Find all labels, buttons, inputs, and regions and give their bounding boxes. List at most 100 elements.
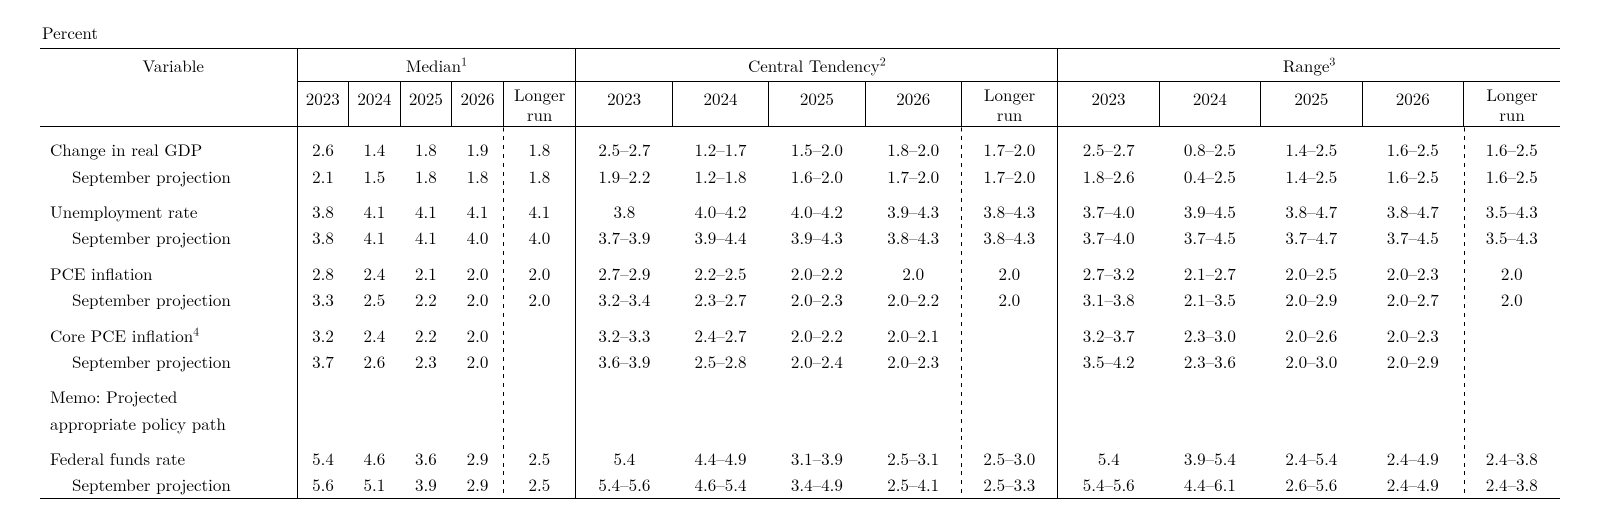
table-cell [1464, 383, 1561, 409]
table-cell: 2.5–3.0 [961, 445, 1057, 471]
table-cell: 2.3–3.6 [1159, 348, 1260, 374]
table-cell [503, 322, 576, 348]
row-label-prev: September projection [40, 286, 297, 312]
table-cell: 5.1 [349, 471, 401, 498]
row-label-prev: September projection [40, 163, 297, 189]
table-row: September projection3.32.52.22.02.03.2–3… [40, 286, 1560, 312]
table-cell [1261, 383, 1362, 409]
col-year: 2026 [1362, 82, 1463, 127]
group-label: Range [1283, 53, 1330, 77]
stub-header: Variable [40, 49, 297, 127]
table-cell: 2.2–2.5 [672, 260, 768, 286]
col-year: 2025 [1261, 82, 1362, 127]
row-gap [40, 313, 1560, 322]
row-gap [40, 436, 1560, 445]
table-cell: 2.0–2.5 [1261, 260, 1362, 286]
table-row: September projection3.72.62.32.03.6–3.92… [40, 348, 1560, 374]
longer-run-l2: run [527, 102, 553, 126]
table-cell: 2.0 [961, 286, 1057, 312]
table-cell: 3.5–4.2 [1058, 348, 1159, 374]
table-cell: 2.5–4.1 [865, 471, 961, 498]
table-cell: 2.6 [349, 348, 401, 374]
table-cell: 1.4–2.5 [1261, 163, 1362, 189]
table-cell: 2.5–2.7 [1058, 136, 1159, 162]
table-row: Federal funds rate5.44.63.62.92.55.44.4–… [40, 445, 1560, 471]
table-cell [1058, 410, 1159, 436]
table-cell: 1.9 [452, 136, 504, 162]
table-cell: 1.8 [503, 136, 576, 162]
table-cell: 2.4–5.4 [1261, 445, 1362, 471]
table-cell: 2.4–3.8 [1464, 445, 1561, 471]
table-cell: 2.0–2.3 [769, 286, 865, 312]
row-gap [40, 127, 1560, 137]
table-cell: 2.5–3.3 [961, 471, 1057, 498]
table-row: PCE inflation2.82.42.12.02.02.7–2.92.2–2… [40, 260, 1560, 286]
table-cell: 2.0 [452, 286, 504, 312]
footnote-ref: 1 [461, 53, 467, 69]
table-cell: 3.2–3.7 [1058, 322, 1159, 348]
table-cell [1159, 410, 1260, 436]
table-cell: 2.5–3.1 [865, 445, 961, 471]
table-cell: 2.5 [503, 471, 576, 498]
table-cell: 4.1 [400, 198, 452, 224]
row-label: Core PCE inflation4 [40, 322, 297, 348]
table-cell: 2.2 [400, 322, 452, 348]
table-cell: 3.7 [297, 348, 349, 374]
table-cell: 3.8 [297, 198, 349, 224]
table-row: Unemployment rate3.84.14.14.14.13.84.0–4… [40, 198, 1560, 224]
table-cell: 2.5–2.7 [576, 136, 672, 162]
table-cell: 3.3 [297, 286, 349, 312]
table-cell: 2.0–2.9 [1362, 348, 1463, 374]
table-row: September projection5.65.13.92.92.55.4–5… [40, 471, 1560, 498]
table-cell: 3.9 [400, 471, 452, 498]
table-cell: 3.5–4.3 [1464, 198, 1561, 224]
table-cell: 2.1 [297, 163, 349, 189]
table-cell: 3.7–4.5 [1159, 224, 1260, 250]
table-cell: 0.8–2.5 [1159, 136, 1260, 162]
table-cell [503, 348, 576, 374]
group-label: Central Tendency [748, 53, 880, 77]
table-cell: 2.0 [961, 260, 1057, 286]
table-cell [503, 383, 576, 409]
table-cell: 3.9–4.3 [769, 224, 865, 250]
table-cell: 1.6–2.5 [1464, 136, 1561, 162]
row-label-prev: September projection [40, 224, 297, 250]
table-cell: 4.6 [349, 445, 401, 471]
table-cell: 2.1–2.7 [1159, 260, 1260, 286]
table-cell: 4.4–6.1 [1159, 471, 1260, 498]
col-year: 2023 [297, 82, 349, 127]
table-cell: 3.8 [576, 198, 672, 224]
table-cell [961, 348, 1057, 374]
table-cell: 2.4–2.7 [672, 322, 768, 348]
table-cell: 2.6–5.6 [1261, 471, 1362, 498]
table-cell: 3.2–3.3 [576, 322, 672, 348]
table-cell: 1.6–2.5 [1464, 163, 1561, 189]
table-cell: 5.6 [297, 471, 349, 498]
col-year: 2025 [400, 82, 452, 127]
table-cell: 4.1 [349, 224, 401, 250]
table-cell: 3.9–4.3 [865, 198, 961, 224]
table-cell [576, 383, 672, 409]
table-cell: 4.0–4.2 [672, 198, 768, 224]
table-cell: 2.2 [400, 286, 452, 312]
col-year: 2025 [769, 82, 865, 127]
table-cell: 4.6–5.4 [672, 471, 768, 498]
memo-label: Memo: Projected [40, 383, 297, 409]
footnote-ref: 3 [1329, 53, 1335, 69]
col-year: 2026 [865, 82, 961, 127]
table-cell: 2.0–2.3 [865, 348, 961, 374]
table-cell [452, 410, 504, 436]
table-cell: 4.1 [400, 224, 452, 250]
table-cell: 2.0 [452, 348, 504, 374]
table-cell: 5.4 [576, 445, 672, 471]
table-cell: 3.2 [297, 322, 349, 348]
table-cell: 3.4–4.9 [769, 471, 865, 498]
table-cell: 1.8–2.0 [865, 136, 961, 162]
table-cell: 2.7–2.9 [576, 260, 672, 286]
table-cell: 2.0–2.2 [769, 260, 865, 286]
row-label: Federal funds rate [40, 445, 297, 471]
table-cell: 2.0–2.6 [1261, 322, 1362, 348]
table-cell: 0.4–2.5 [1159, 163, 1260, 189]
longer-run-l2: run [997, 102, 1023, 126]
table-cell [1464, 322, 1561, 348]
